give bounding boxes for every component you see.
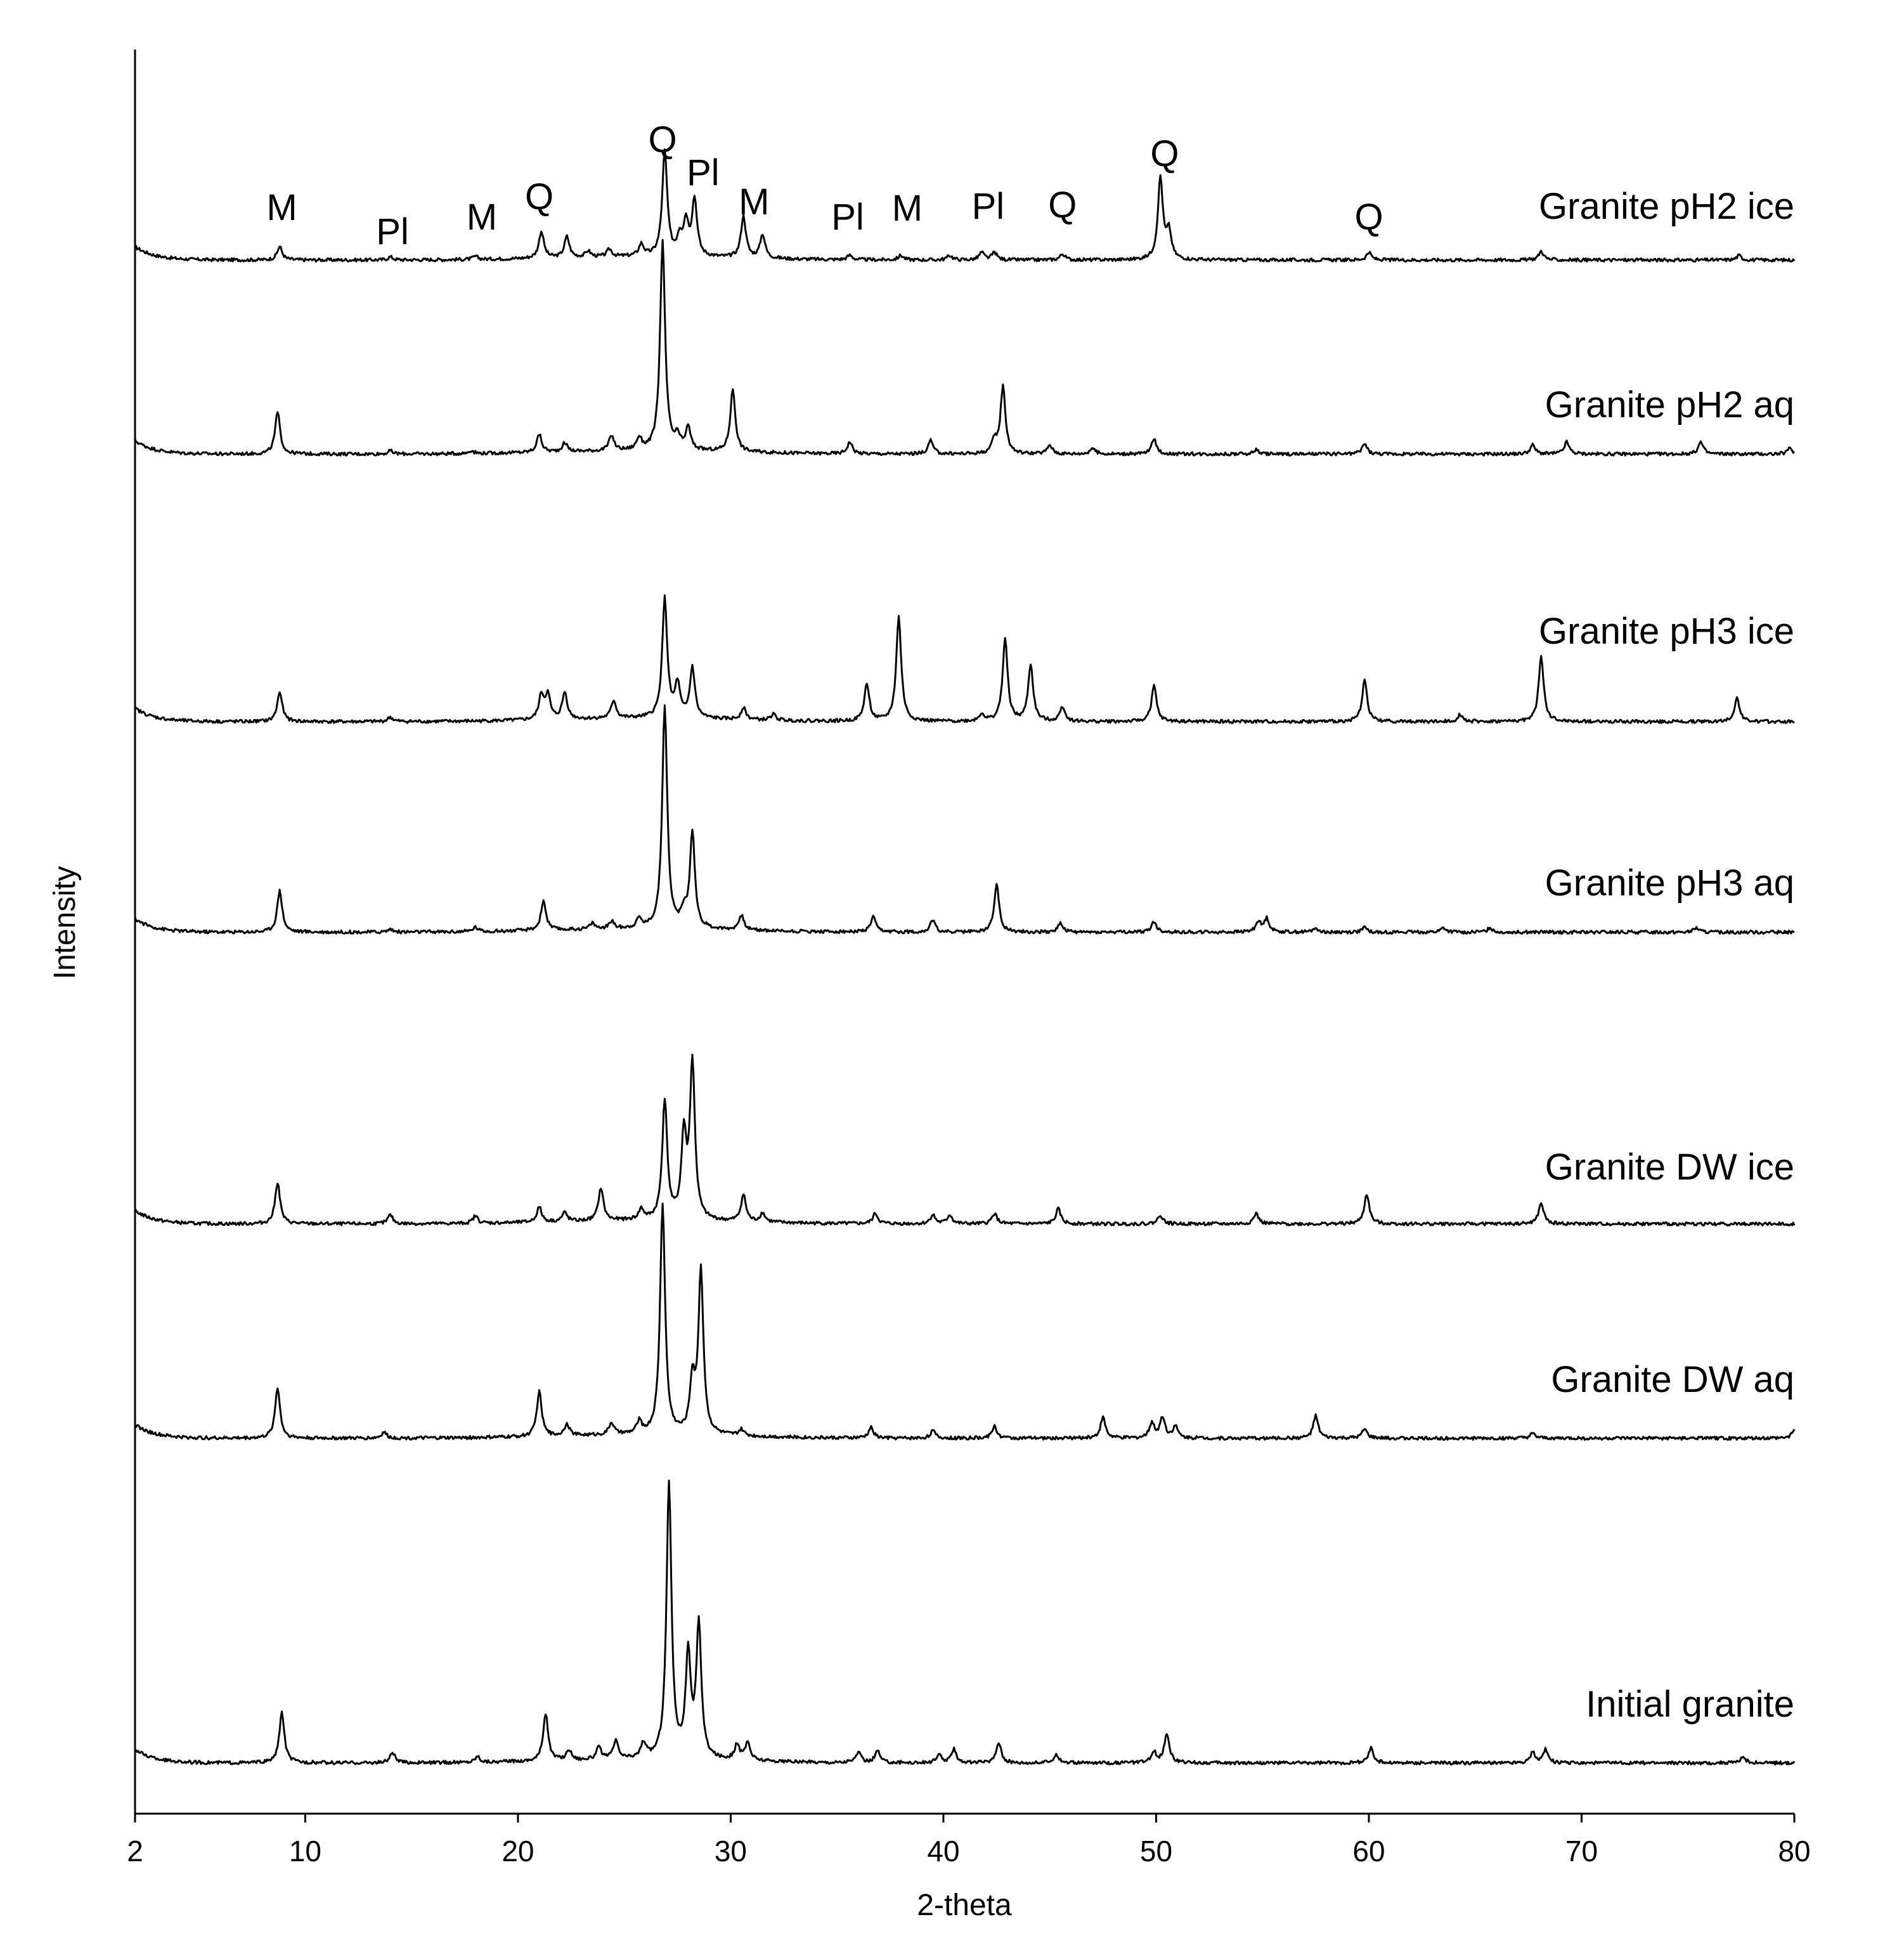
series-trace bbox=[134, 1053, 1796, 1226]
peak-label: Pl bbox=[687, 152, 720, 193]
peak-label: M bbox=[892, 188, 923, 229]
peak-label: Pl bbox=[831, 197, 864, 238]
x-tick-label: 50 bbox=[1140, 1835, 1172, 1868]
x-tick-label: 80 bbox=[1778, 1835, 1810, 1868]
peak-label: Q bbox=[649, 119, 677, 160]
peak-label: Q bbox=[1048, 185, 1077, 226]
series-trace bbox=[134, 704, 1795, 935]
series-traces bbox=[134, 148, 1796, 1765]
series-trace bbox=[134, 148, 1796, 263]
x-tick-label: 2 bbox=[127, 1835, 143, 1868]
series-trace bbox=[134, 594, 1795, 724]
series-trace bbox=[134, 1202, 1796, 1441]
peak-label: M bbox=[739, 181, 769, 223]
x-tick-label: 10 bbox=[289, 1835, 321, 1868]
series-label: Granite pH2 ice bbox=[1539, 186, 1794, 227]
x-tick-label: 70 bbox=[1565, 1835, 1598, 1868]
series-label: Granite pH2 aq bbox=[1545, 384, 1794, 426]
peak-label: Q bbox=[1354, 197, 1383, 238]
peak-label: Pl bbox=[972, 186, 1005, 227]
y-axis-title: Intensity bbox=[48, 866, 82, 980]
x-axis-ticks: 2 10 20 30 40 50 60 70 80 bbox=[127, 1814, 1811, 1868]
series-label: Granite DW ice bbox=[1545, 1147, 1794, 1188]
x-tick-label: 40 bbox=[927, 1835, 959, 1868]
peak-label: Q bbox=[525, 176, 554, 218]
peak-label: Q bbox=[1150, 133, 1179, 174]
series-trace bbox=[134, 1479, 1796, 1765]
peak-label: M bbox=[266, 187, 297, 228]
series-label: Granite pH3 aq bbox=[1545, 862, 1794, 904]
peak-label: Pl bbox=[376, 211, 409, 252]
peak-label: M bbox=[467, 197, 497, 238]
x-tick-label: 30 bbox=[715, 1835, 747, 1868]
series-label: Granite pH3 ice bbox=[1539, 611, 1794, 652]
x-axis-title: 2-theta bbox=[917, 1888, 1012, 1922]
x-tick-label: 60 bbox=[1352, 1835, 1385, 1868]
series-label: Initial granite bbox=[1586, 1684, 1794, 1725]
x-tick-label: 20 bbox=[502, 1835, 534, 1868]
series-trace bbox=[134, 238, 1796, 457]
series-label: Granite DW aq bbox=[1551, 1359, 1794, 1400]
series-labels: Granite pH2 ice Granite pH2 aq Granite pH3… bbox=[1539, 186, 1794, 1725]
